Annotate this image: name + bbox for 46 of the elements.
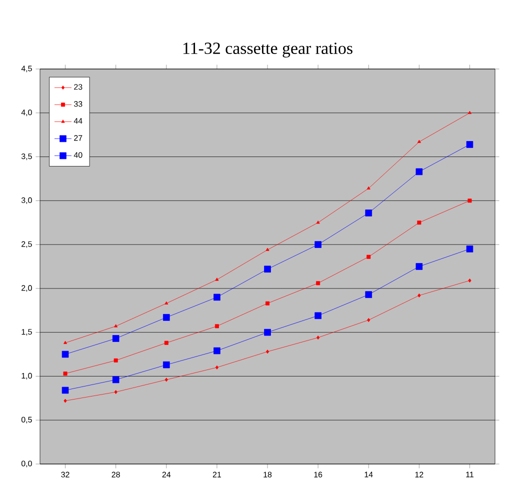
point — [164, 340, 168, 345]
chart-title: 11-32 cassette gear ratios — [183, 42, 352, 58]
point — [64, 340, 68, 344]
point — [215, 365, 218, 370]
point — [64, 398, 67, 403]
point — [266, 301, 270, 306]
point — [468, 278, 472, 283]
point — [214, 294, 220, 301]
point — [62, 350, 69, 358]
point — [316, 220, 320, 224]
point — [416, 263, 423, 270]
point — [112, 335, 120, 342]
point — [365, 210, 372, 216]
point — [316, 281, 320, 286]
point — [266, 248, 270, 251]
point — [215, 278, 219, 281]
point — [114, 390, 118, 394]
point — [367, 318, 370, 322]
point — [366, 186, 370, 190]
point — [264, 266, 271, 273]
point — [366, 254, 371, 259]
point — [468, 198, 472, 203]
point — [418, 293, 421, 298]
point — [114, 358, 118, 362]
point — [164, 301, 168, 304]
point — [417, 140, 421, 143]
point — [162, 314, 170, 321]
point — [417, 220, 422, 225]
point — [214, 324, 219, 328]
point — [314, 241, 322, 248]
point — [162, 361, 170, 368]
point — [62, 386, 69, 394]
point — [63, 372, 68, 376]
point — [416, 168, 423, 176]
point — [466, 141, 474, 148]
point — [365, 291, 372, 298]
point — [316, 336, 320, 340]
point — [112, 376, 120, 384]
point — [266, 350, 270, 354]
point — [468, 110, 472, 114]
point — [114, 324, 118, 328]
point — [264, 328, 271, 336]
point — [314, 312, 322, 320]
point — [466, 246, 474, 252]
point — [164, 378, 168, 382]
point — [214, 347, 220, 354]
